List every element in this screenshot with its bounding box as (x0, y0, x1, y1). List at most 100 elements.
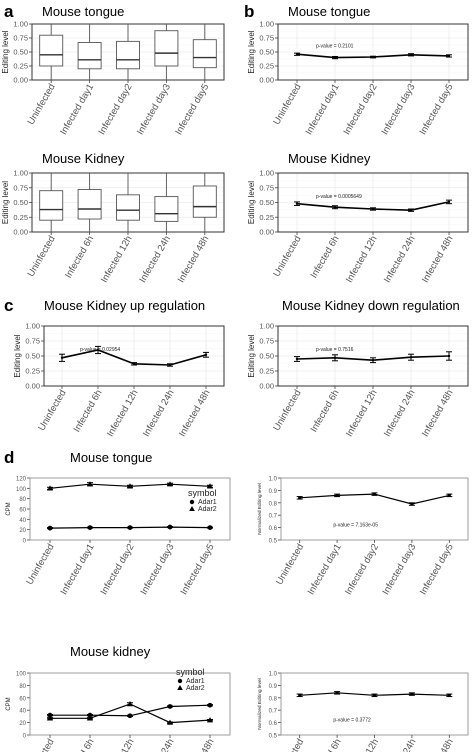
point (409, 53, 413, 56)
point (333, 56, 337, 59)
y-tick-label: 1.0 (269, 477, 278, 483)
point-triangle (127, 483, 133, 489)
y-tick-label: 120 (16, 477, 27, 483)
y-tick-label: 0.25 (259, 213, 274, 222)
x-tick-label: Infected 6h (311, 737, 344, 752)
y-tick-label: 20 (19, 528, 26, 534)
x-tick-label: Infected day3 (380, 542, 418, 597)
y-tick-label: 80 (19, 684, 26, 690)
box (39, 34, 64, 67)
p-value-annotation: p-value = 7.163e-05 (333, 522, 378, 528)
point-circle (127, 525, 133, 530)
y-axis-label: Editing level (1, 30, 10, 73)
p-value-annotation: p-value = 0.2101 (316, 44, 354, 50)
y-tick-label: 0.00 (259, 76, 274, 85)
point (371, 207, 375, 211)
point (132, 362, 136, 365)
y-tick-label: 0.50 (25, 352, 40, 361)
y-axis-label: Normalized Editing level (257, 678, 263, 729)
y-tick-label: 1.00 (259, 20, 274, 29)
p-value-annotation: p-value = 0.7516 (316, 347, 354, 353)
point (447, 200, 451, 204)
x-tick-label: Infected 24h (141, 388, 177, 439)
point (371, 359, 375, 362)
x-tick-label: Infected day3 (139, 542, 177, 597)
y-tick-label: 0.00 (13, 228, 28, 237)
box (192, 39, 217, 69)
x-tick-label: Infected day5 (173, 82, 211, 137)
y-tick-label: 0.9 (269, 489, 278, 495)
y-tick-label: 0.7 (269, 709, 278, 715)
x-tick-label: Infected day3 (380, 82, 418, 137)
box (116, 40, 140, 70)
chart-title: Mouse Kidney down regulation (282, 298, 460, 313)
legend-title: symbol (188, 488, 217, 498)
y-tick-label: 20 (19, 721, 26, 727)
point-triangle (207, 717, 213, 723)
y-tick-label: 0.75 (13, 34, 28, 43)
y-tick-label: 40 (19, 518, 26, 524)
y-tick-label: 0.75 (259, 183, 274, 192)
point-circle (47, 712, 53, 718)
panel-letter-b: b (244, 2, 254, 21)
y-tick-label: 40 (19, 709, 26, 715)
point-square (410, 692, 414, 696)
panel-letter-c: c (4, 296, 13, 315)
y-tick-label: 0.6 (269, 721, 278, 727)
box (77, 189, 102, 220)
y-tick-label: 0.75 (259, 34, 274, 43)
point (60, 356, 64, 359)
point-triangle (167, 719, 173, 725)
legend-label: Adar2 (186, 685, 205, 692)
x-tick-label: Infected 48h (176, 234, 212, 285)
y-tick-label: 1.0 (269, 672, 278, 678)
x-tick-label: Infected day1 (59, 542, 97, 597)
y-tick-label: 0.75 (25, 337, 40, 346)
x-tick-label: Infected 12h (344, 388, 380, 439)
y-tick-label: 0.00 (13, 76, 28, 85)
plot-frame (280, 477, 469, 541)
legend-label: Adar1 (186, 678, 205, 685)
x-tick-label: Infected 24h (137, 234, 173, 285)
p-value-annotation: p-value = 0.0005649 (316, 194, 362, 200)
x-tick-label: Infected day2 (97, 82, 135, 137)
point-circle (167, 704, 173, 709)
p-value-annotation: p-value = 0.3772 (333, 717, 371, 723)
chart-2: Mouse Kidney 0.00 0.25 0.50 0.75 1.00 Uninfect… (1, 151, 225, 285)
x-tick-label: Infected day2 (342, 82, 380, 137)
x-tick-label: Infected 12h (345, 737, 381, 752)
y-axis-label: Editing level (247, 30, 256, 73)
chart-3: Mouse Kidney 0.00 0.25 0.50 0.75 1.00 Uninfect… (247, 151, 469, 285)
point (447, 354, 451, 358)
x-tick-label: Uninfected (271, 234, 303, 279)
x-tick-label: Infected 12h (105, 388, 141, 439)
x-tick-label: Infected day1 (306, 542, 344, 597)
charts: Mouse tongue 0.00 0.25 0.50 0.75 1.00 Uninfect… (1, 4, 469, 752)
point (96, 348, 100, 352)
legend-label: Adar2 (198, 506, 217, 513)
chart-8: Mouse kidney 0 20 40 60 80 100 Uninfected Infect… (6, 644, 231, 752)
x-tick-label: Uninfected (26, 234, 58, 279)
y-tick-label: 0.25 (259, 62, 274, 71)
y-tick-label: 1.00 (25, 322, 40, 331)
y-tick-label: 0.50 (13, 48, 28, 57)
chart-title: Mouse Kidney (42, 151, 125, 166)
y-tick-label: 0.75 (259, 337, 274, 346)
y-tick-label: 60 (19, 696, 26, 702)
x-tick-label: Infected day1 (58, 82, 96, 137)
p-value-annotation: p-value = 0.02954 (80, 347, 120, 353)
point (371, 55, 375, 59)
chart-title: Mouse tongue (288, 4, 370, 19)
x-tick-label: Uninfected (274, 737, 306, 752)
chart-title: Mouse Kidney up regulation (44, 298, 205, 313)
point-triangle (87, 715, 93, 721)
x-tick-label: Infected 48h (177, 388, 213, 439)
y-tick-label: 0.00 (259, 382, 274, 391)
point-triangle (47, 715, 53, 721)
box (154, 196, 179, 222)
y-tick-label: 0.25 (13, 213, 28, 222)
x-tick-label: Uninfected (36, 388, 68, 433)
y-axis-label: Editing level (13, 334, 22, 377)
